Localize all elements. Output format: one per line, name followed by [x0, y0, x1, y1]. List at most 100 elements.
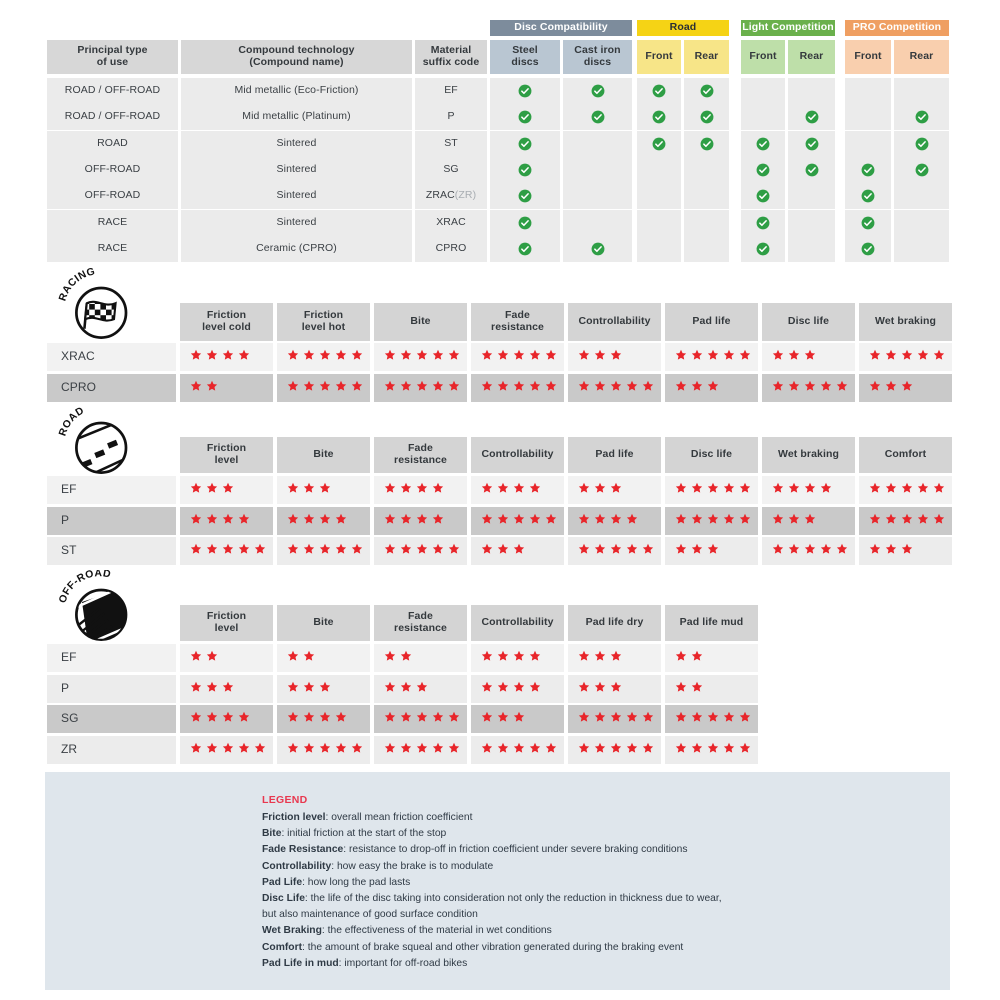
star-icon	[691, 482, 705, 498]
star-icon	[788, 349, 802, 365]
star-icon	[885, 513, 899, 529]
row-code-6: CPRO	[415, 235, 487, 262]
compat-cell-r0-c2	[637, 78, 681, 104]
star-rating	[190, 543, 270, 559]
rating-racing-CPRO-2	[374, 373, 467, 402]
row-compound-5: Sintered	[181, 209, 412, 236]
star-rating	[190, 513, 254, 529]
star-icon	[739, 482, 753, 498]
star-icon	[481, 513, 495, 529]
row-use-0: ROAD / OFF-ROAD	[47, 78, 178, 104]
row-label-offroad-ZR: ZR	[47, 735, 176, 764]
star-icon	[319, 681, 333, 697]
row-compound-0: Mid metallic (Eco-Friction)	[181, 78, 412, 104]
row-compound-3: Sintered	[181, 156, 412, 183]
check-circle-icon	[756, 189, 770, 203]
star-icon	[254, 543, 268, 559]
star-icon	[723, 711, 737, 727]
star-icon	[222, 711, 236, 727]
row-label-racing-CPRO: CPRO	[47, 373, 176, 402]
check-circle-icon	[518, 189, 532, 203]
rating-road-EF-2	[374, 476, 467, 504]
star-rating	[578, 543, 658, 559]
star-rating	[578, 349, 626, 365]
check-circle-icon	[805, 110, 819, 124]
star-rating	[384, 650, 416, 666]
star-rating	[190, 349, 254, 365]
star-icon	[448, 742, 462, 758]
legend-term: Bite	[262, 828, 282, 840]
star-icon	[206, 349, 220, 365]
star-icon	[416, 543, 430, 559]
check-circle-icon	[591, 84, 605, 98]
star-rating	[190, 482, 238, 498]
star-icon	[626, 711, 640, 727]
rating-road-ST-2	[374, 537, 467, 565]
column-header-5: Front	[637, 40, 681, 74]
row-use-4: OFF-ROAD	[47, 183, 178, 210]
star-rating	[384, 513, 448, 529]
col-header-racing-5: Pad life	[665, 303, 758, 341]
star-icon	[691, 349, 705, 365]
star-icon	[335, 513, 349, 529]
star-icon	[836, 543, 850, 559]
star-icon	[772, 543, 786, 559]
compat-cell-r3-c2	[637, 156, 681, 183]
star-icon	[384, 650, 398, 666]
star-rating	[481, 380, 561, 396]
check-circle-icon	[591, 242, 605, 256]
star-icon	[206, 681, 220, 697]
star-icon	[739, 711, 753, 727]
col-header-road-2: Fade resistance	[374, 437, 467, 473]
star-icon	[933, 482, 947, 498]
star-icon	[222, 543, 236, 559]
star-icon	[238, 349, 252, 365]
group-header-road: Road	[637, 20, 729, 36]
compat-cell-r4-c3	[684, 183, 729, 210]
col-header-road-6: Wet braking	[762, 437, 855, 473]
compat-cell-r0-c4	[741, 78, 785, 104]
compat-cell-r6-c2	[637, 235, 681, 262]
star-rating	[384, 349, 464, 365]
star-icon	[772, 380, 786, 396]
star-icon	[513, 482, 527, 498]
check-circle-icon	[861, 216, 875, 230]
row-code-0: EF	[415, 78, 487, 104]
check-circle-icon	[518, 84, 532, 98]
col-header-road-1: Bite	[277, 437, 370, 473]
star-icon	[303, 349, 317, 365]
star-rating	[578, 681, 626, 697]
check-circle-icon	[756, 163, 770, 177]
row-compound-4: Sintered	[181, 183, 412, 210]
star-icon	[869, 543, 883, 559]
star-icon	[335, 711, 349, 727]
star-icon	[206, 650, 220, 666]
legend-entry-9: Pad Life in mud: important for off-road …	[262, 956, 962, 972]
star-icon	[772, 482, 786, 498]
col-header-offroad-3: Controllability	[471, 605, 564, 641]
star-rating	[675, 742, 755, 758]
check-circle-icon	[591, 110, 605, 124]
star-icon	[513, 349, 527, 365]
col-header-racing-7: Wet braking	[859, 303, 952, 341]
star-icon	[675, 513, 689, 529]
star-icon	[448, 543, 462, 559]
rating-offroad-SG-2	[374, 705, 467, 733]
rating-offroad-P-3	[471, 674, 564, 703]
star-icon	[675, 380, 689, 396]
rating-road-P-7	[859, 506, 952, 535]
compat-cell-r0-c3	[684, 78, 729, 104]
rating-racing-XRAC-2	[374, 343, 467, 371]
star-icon	[190, 742, 204, 758]
star-icon	[238, 711, 252, 727]
star-icon	[481, 742, 495, 758]
star-rating	[384, 681, 432, 697]
legend-panel	[45, 772, 950, 990]
star-icon	[497, 349, 511, 365]
star-rating	[869, 482, 949, 498]
star-icon	[287, 711, 301, 727]
star-rating	[481, 742, 561, 758]
star-icon	[416, 711, 430, 727]
star-rating	[384, 742, 464, 758]
star-icon	[384, 380, 398, 396]
